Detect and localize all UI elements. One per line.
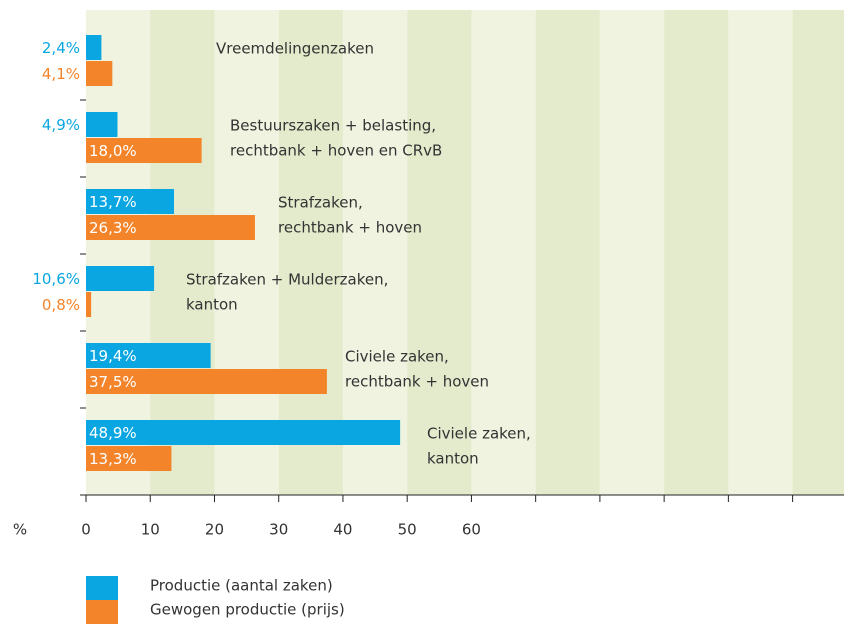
value-label: 13,7% [89, 193, 137, 211]
grid-band [86, 10, 151, 495]
bar [86, 112, 118, 137]
category-label: Civiele zaken, [427, 425, 531, 443]
grid-band [214, 10, 279, 495]
category-label: Bestuurszaken + belasting, [230, 117, 436, 135]
value-label: 2,4% [42, 39, 80, 57]
x-tick-label: 30 [269, 521, 288, 539]
bar [86, 35, 102, 60]
category-label: Civiele zaken, [345, 348, 449, 366]
grid-band [278, 10, 343, 495]
x-tick-label: 50 [398, 521, 417, 539]
grid-band [728, 10, 793, 495]
value-label: 26,3% [89, 219, 137, 237]
category-label: Vreemdelingenzaken [216, 40, 374, 58]
grid-band [599, 10, 665, 495]
bar [86, 266, 155, 291]
x-tick-label: 20 [205, 521, 224, 539]
category-label: Strafzaken + Mulderzaken, [186, 271, 388, 289]
bar [86, 292, 92, 317]
x-tick-label: 40 [333, 521, 352, 539]
bar [86, 215, 255, 240]
grid-band [471, 10, 536, 495]
value-label: 13,3% [89, 450, 137, 468]
value-label: 10,6% [32, 270, 80, 288]
category-label: kanton [427, 450, 479, 468]
category-label: rechtbank + hoven [345, 373, 489, 391]
grid-band [792, 10, 844, 495]
value-label: 0,8% [42, 296, 80, 314]
value-label: 4,9% [42, 116, 80, 134]
category-label: rechtbank + hoven [278, 219, 422, 237]
x-tick-label: 0 [81, 521, 91, 539]
x-axis-label: % [13, 521, 27, 539]
value-label: 37,5% [89, 373, 137, 391]
value-label: 4,1% [42, 65, 80, 83]
value-label: 19,4% [89, 347, 137, 365]
grid-band [342, 10, 408, 495]
value-label: 48,9% [89, 424, 137, 442]
legend-label: Productie (aantal zaken) [150, 577, 333, 595]
legend-swatch [86, 576, 118, 600]
value-label: 18,0% [89, 142, 137, 160]
legend-swatch [86, 600, 118, 624]
category-label: Strafzaken, [278, 194, 363, 212]
x-tick-label: 60 [462, 521, 481, 539]
bar [86, 420, 401, 445]
grid-band [664, 10, 729, 495]
bar [86, 189, 175, 214]
grid-band [407, 10, 472, 495]
category-label: kanton [186, 296, 238, 314]
grid-band [535, 10, 600, 495]
category-label: rechtbank + hoven en CRvB [230, 142, 442, 160]
grid-band [150, 10, 215, 495]
bar [86, 369, 327, 394]
bar [86, 138, 202, 163]
bar [86, 446, 172, 471]
bar [86, 343, 211, 368]
legend-label: Gewogen productie (prijs) [150, 601, 345, 619]
bar [86, 61, 113, 86]
x-tick-label: 10 [141, 521, 160, 539]
